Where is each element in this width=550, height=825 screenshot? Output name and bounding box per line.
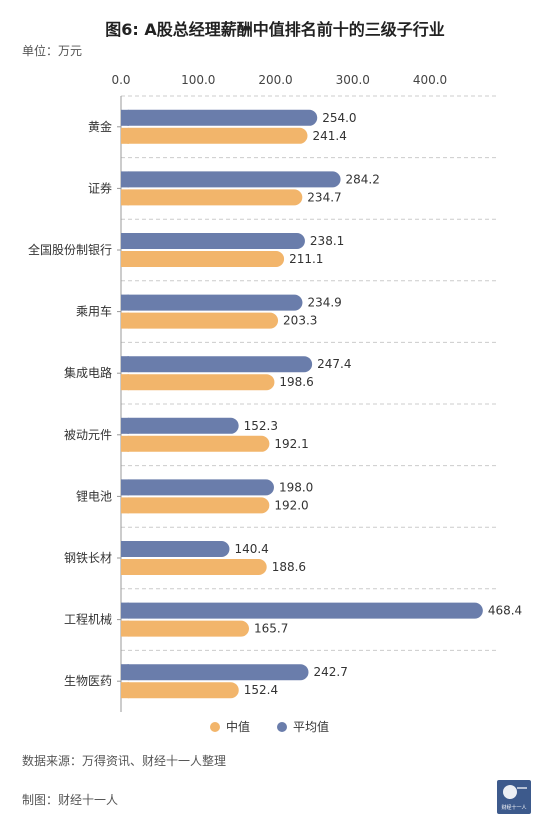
mean-bar bbox=[121, 417, 239, 434]
category-label: 证券 bbox=[88, 180, 112, 195]
median-bar-base bbox=[121, 127, 129, 144]
mean-bar-base bbox=[121, 602, 129, 619]
mean-value-label: 242.7 bbox=[313, 665, 347, 679]
legend-marker bbox=[277, 722, 287, 732]
median-value-label: 188.6 bbox=[272, 560, 306, 574]
median-value-label: 203.3 bbox=[283, 314, 317, 328]
data-source: 数据来源：万得资讯、财经十一人整理 bbox=[22, 754, 227, 768]
mean-bar-base bbox=[121, 356, 129, 373]
category-label: 集成电路 bbox=[64, 365, 112, 380]
median-bar bbox=[121, 312, 279, 329]
mean-bar bbox=[121, 602, 483, 619]
mean-bar-base bbox=[121, 479, 129, 496]
median-bar-base bbox=[121, 251, 129, 267]
mean-bar-base bbox=[121, 664, 129, 681]
mean-value-label: 254.0 bbox=[322, 111, 356, 125]
category-label: 钢铁长材 bbox=[64, 551, 112, 565]
mean-value-label: 238.1 bbox=[310, 234, 344, 248]
mean-value-label: 247.4 bbox=[317, 357, 351, 371]
bar-chart: 0.0 100.0 200.0 300.0 400.0 黄金 254.0 241.4 证券 284… bbox=[28, 73, 522, 734]
median-value-label: 234.7 bbox=[307, 190, 341, 204]
median-value-label: 198.6 bbox=[279, 375, 313, 389]
globe-icon bbox=[503, 785, 527, 799]
median-bar-base bbox=[121, 435, 129, 452]
x-tick-label: 200.0 bbox=[258, 73, 292, 87]
unit-label: 单位：万元 bbox=[22, 44, 83, 58]
mean-bar-base bbox=[121, 417, 129, 434]
mean-value-label: 140.4 bbox=[234, 542, 268, 556]
mean-bar bbox=[121, 664, 309, 681]
mean-value-label: 234.9 bbox=[307, 296, 341, 310]
median-value-label: 152.4 bbox=[244, 683, 278, 697]
median-value-label: 192.1 bbox=[274, 437, 308, 451]
mean-bar-base bbox=[121, 294, 129, 311]
median-bar bbox=[121, 682, 239, 699]
chart-maker: 制图：财经十一人 bbox=[22, 793, 119, 807]
mean-bar bbox=[121, 356, 313, 373]
category-label: 锂电池 bbox=[76, 488, 112, 503]
mean-bar bbox=[121, 479, 274, 496]
median-bar-base bbox=[121, 497, 129, 514]
median-bar-base bbox=[121, 682, 129, 699]
median-bar bbox=[121, 620, 250, 637]
median-bar-base bbox=[121, 620, 129, 637]
mean-bar bbox=[121, 171, 341, 188]
median-bar bbox=[121, 251, 285, 267]
category-label: 乘用车 bbox=[76, 304, 112, 319]
median-bar bbox=[121, 189, 303, 206]
median-bar bbox=[121, 559, 267, 575]
x-tick-label: 100.0 bbox=[181, 73, 215, 87]
mean-bar-base bbox=[121, 233, 129, 249]
median-bar-base bbox=[121, 559, 129, 575]
x-tick-label: 300.0 bbox=[336, 73, 370, 87]
median-bar-base bbox=[121, 312, 129, 329]
mean-bar-base bbox=[121, 541, 129, 557]
mean-value-label: 284.2 bbox=[346, 172, 380, 186]
legend-label: 平均值 bbox=[293, 719, 329, 734]
median-bar-base bbox=[121, 189, 129, 206]
mean-bar-base bbox=[121, 109, 129, 126]
category-label: 全国股份制银行 bbox=[28, 242, 112, 257]
mean-value-label: 198.0 bbox=[279, 480, 313, 494]
median-bar bbox=[121, 374, 275, 391]
x-tick-label: 0.0 bbox=[111, 73, 130, 87]
median-bar bbox=[121, 435, 270, 452]
median-value-label: 165.7 bbox=[254, 622, 288, 636]
chart-title: 图6: A股总经理薪酬中值排名前十的三级子行业 bbox=[105, 20, 445, 39]
brand-logo: 财经十一人 bbox=[497, 780, 531, 814]
mean-bar bbox=[121, 233, 305, 249]
x-tick-label: 400.0 bbox=[413, 73, 447, 87]
mean-bar bbox=[121, 294, 303, 311]
median-value-label: 241.4 bbox=[312, 129, 346, 143]
median-value-label: 192.0 bbox=[274, 498, 308, 512]
median-bar bbox=[121, 497, 270, 514]
mean-value-label: 152.3 bbox=[244, 419, 278, 433]
median-bar bbox=[121, 127, 308, 144]
mean-bar-base bbox=[121, 171, 129, 188]
category-label: 被动元件 bbox=[64, 428, 112, 442]
legend-label: 中值 bbox=[226, 719, 250, 734]
mean-bar bbox=[121, 541, 230, 557]
mean-bar bbox=[121, 109, 318, 126]
median-bar-base bbox=[121, 374, 129, 391]
mean-value-label: 468.4 bbox=[488, 604, 522, 618]
legend-marker bbox=[210, 722, 220, 732]
logo-text: 财经十一人 bbox=[501, 805, 527, 811]
category-label: 工程机械 bbox=[64, 612, 112, 627]
category-label: 黄金 bbox=[88, 119, 112, 134]
category-label: 生物医药 bbox=[64, 674, 112, 688]
median-value-label: 211.1 bbox=[289, 252, 323, 266]
